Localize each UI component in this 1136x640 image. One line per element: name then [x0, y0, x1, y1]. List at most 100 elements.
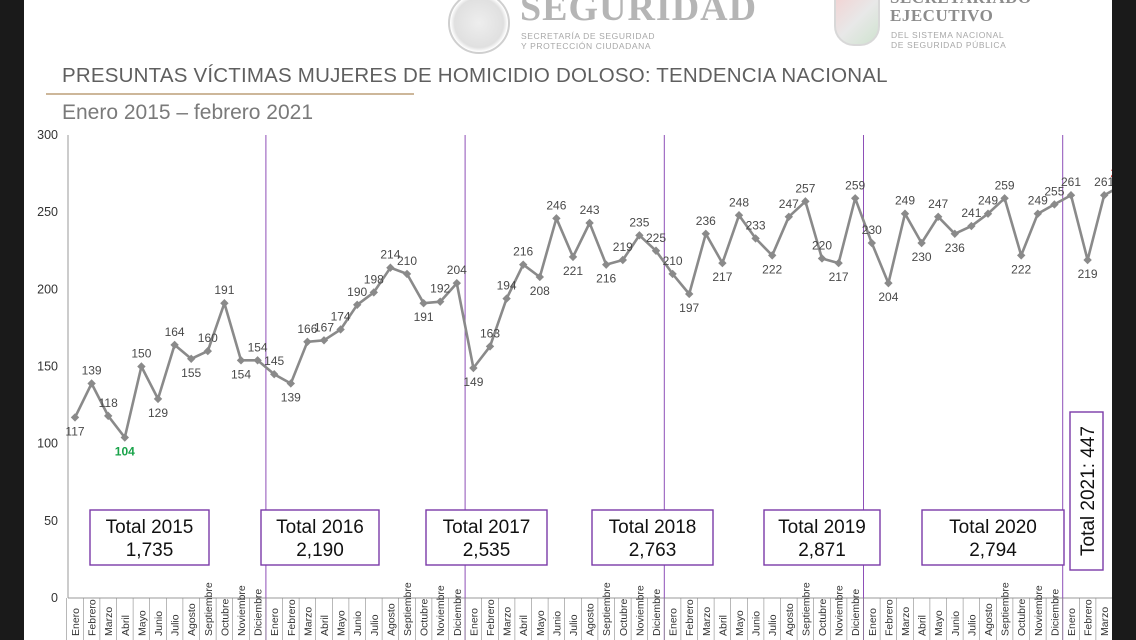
data-point [685, 289, 694, 299]
y-tick-label: 300 [37, 128, 58, 142]
x-tick-label: Enero [668, 608, 680, 636]
data-point [983, 209, 993, 218]
x-tick-label: Septiembre [203, 582, 215, 636]
data-label: 154 [231, 367, 251, 381]
data-point [436, 297, 445, 306]
x-tick-label: Marzo [900, 607, 912, 636]
data-label: 204 [447, 263, 467, 277]
x-tick-label: Mayo [336, 610, 348, 636]
data-label: 220 [812, 238, 832, 252]
data-label: 246 [546, 198, 566, 212]
x-tick-label: Mayo [136, 610, 148, 636]
data-label: 230 [862, 223, 882, 237]
data-label: 154 [248, 340, 268, 354]
chart-title: PRESUNTAS VÍCTIMAS MUJERES DE HOMICIDIO … [62, 64, 888, 87]
x-tick-label: Enero [1066, 608, 1078, 636]
x-tick-label: Octubre [618, 598, 630, 636]
x-tick-label: Enero [468, 608, 480, 636]
left-logo-sub2: Y PROTECCIÓN CIUDADANA [521, 41, 652, 51]
data-point [618, 255, 627, 265]
data-label: 243 [580, 203, 600, 217]
data-label: 163 [480, 326, 500, 340]
data-point [851, 194, 860, 203]
year-total-value: 2,871 [798, 540, 846, 561]
data-label: 164 [165, 325, 185, 339]
data-point [1017, 251, 1026, 260]
data-label: 221 [563, 264, 583, 278]
x-tick-label: Julio [966, 614, 978, 636]
year-total-label: Total 2016 [276, 517, 364, 538]
year-total-box-2021 [1069, 411, 1104, 571]
x-tick-label: Octubre [419, 598, 431, 636]
data-point [469, 363, 478, 373]
data-point [270, 370, 279, 379]
data-point [668, 269, 677, 279]
data-label: 261 [1061, 175, 1081, 189]
y-tick-label: 150 [37, 360, 58, 374]
data-point [402, 269, 412, 279]
data-point [220, 299, 229, 308]
data-label: 190 [347, 285, 367, 299]
data-point [502, 294, 511, 303]
x-tick-label: Febrero [1083, 599, 1095, 636]
data-point [187, 354, 196, 363]
x-tick-label: Enero [269, 608, 281, 636]
data-label: 255 [1044, 184, 1064, 198]
x-tick-label: Septiembre [800, 582, 812, 636]
x-tick-label: Agosto [784, 603, 796, 636]
x-tick-label: Abril [717, 615, 729, 636]
year-total-box [89, 509, 210, 566]
year-total-box [591, 509, 714, 566]
data-point [137, 362, 146, 371]
line-chart: 0 50 100 150 200 250 300 Enero Febrero Marzo Abril… [37, 128, 1112, 640]
x-tick-label: Junio [153, 611, 165, 636]
year-total-box [763, 509, 881, 566]
left-logo-word: SEGURIDAD [520, 0, 758, 29]
y-tick-label: 50 [44, 514, 58, 528]
x-tick-label: Mayo [535, 610, 547, 636]
data-point [751, 234, 760, 243]
x-tick-label: Marzo [302, 607, 314, 636]
x-tick-label: Noviembre [236, 585, 248, 636]
data-label: 236 [696, 214, 716, 228]
data-label: 219 [613, 240, 633, 254]
data-label: 208 [530, 284, 550, 298]
data-point [1050, 200, 1059, 209]
data-point [319, 336, 329, 345]
x-tick-label: Marzo [103, 607, 115, 636]
data-point [900, 209, 910, 218]
data-point [120, 433, 129, 442]
data-point [734, 211, 744, 220]
data-label: 257 [795, 181, 815, 195]
data-point [353, 300, 362, 309]
data-label: 194 [497, 279, 517, 293]
x-tick-label: Agosto [983, 603, 995, 636]
data-point [950, 229, 959, 238]
x-tick-label: Abril [518, 615, 530, 636]
sesnsp-shield-icon [834, 0, 880, 46]
data-point [817, 254, 827, 263]
data-label: 236 [945, 241, 965, 255]
data-point [651, 246, 661, 255]
data-point [801, 197, 810, 206]
right-logo-sub2: DE SEGURIDAD PÚBLICA [891, 40, 1007, 50]
x-tick-label: Enero [70, 608, 82, 636]
data-point [585, 218, 594, 228]
data-label: 166 [297, 322, 317, 336]
year-total-value: 2,794 [969, 540, 1017, 561]
data-point [934, 212, 943, 221]
year-total-value: 2,535 [463, 540, 511, 561]
right-logo-word2: EJECUTIVO [890, 6, 994, 25]
data-label: 247 [928, 197, 948, 211]
data-point [419, 299, 428, 308]
x-tick-label: Mayo [933, 610, 945, 636]
data-point [303, 337, 312, 347]
x-tick-label: Julio [568, 614, 580, 636]
x-tick-label: Diciembre [253, 589, 265, 636]
data-label: 214 [380, 248, 400, 262]
data-label: 197 [679, 301, 699, 315]
data-label: 222 [1011, 262, 1031, 276]
data-label: 249 [895, 194, 915, 208]
data-label: 174 [331, 309, 351, 323]
data-label: 145 [264, 354, 284, 368]
